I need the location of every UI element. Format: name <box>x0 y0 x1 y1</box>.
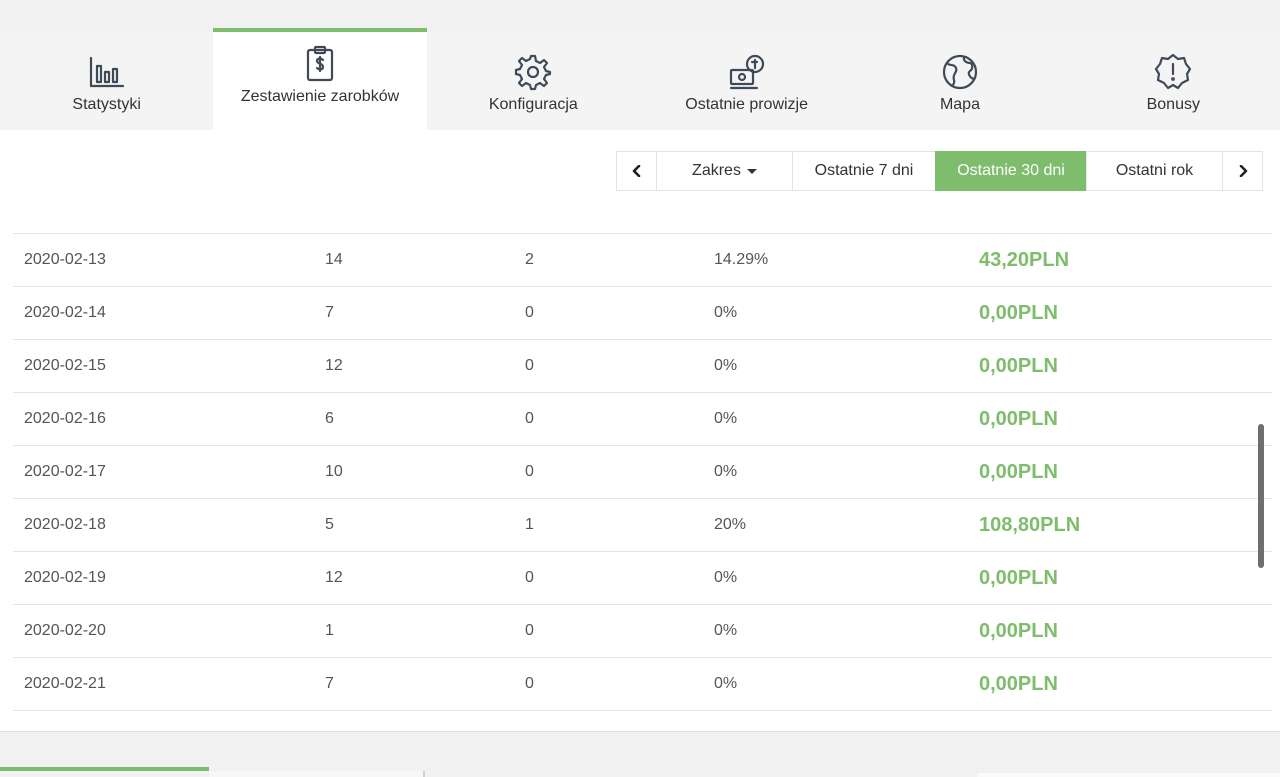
bottom-tab[interactable] <box>209 771 425 777</box>
count-cell: 0 <box>525 410 534 427</box>
caret-down-icon <box>746 168 757 174</box>
tab-label: Mapa <box>939 96 980 113</box>
date-cell: 2020-02-13 <box>24 251 106 268</box>
amount-cell: 0,00PLN <box>979 567 1058 589</box>
gear-icon <box>513 52 553 92</box>
amount-cell: 0,00PLN <box>979 673 1058 695</box>
count-cell: 0 <box>525 463 534 480</box>
date-cell: 2020-02-21 <box>24 675 106 692</box>
percent-cell: 0% <box>714 622 738 639</box>
cash-coins-icon <box>727 52 767 92</box>
table-row: 2020-02-17 10 0 0% 0,00PLN <box>13 446 1272 499</box>
tab-ostatnie-prowizje[interactable]: Ostatnie prowizje <box>640 33 853 130</box>
top-strip <box>0 0 1280 33</box>
count-cell: 7 <box>325 675 334 692</box>
tab-label: Konfiguracja <box>488 96 578 113</box>
bottom-panel <box>0 731 1280 777</box>
tab-zestawienie-zarobkow[interactable]: Zestawienie zarobków <box>213 28 427 130</box>
date-cell: 2020-02-15 <box>24 357 106 374</box>
percent-cell: 0% <box>714 410 738 427</box>
tab-label: Ostatnie prowizje <box>685 96 808 113</box>
date-cell: 2020-02-16 <box>24 410 106 427</box>
scrollbar-thumb[interactable] <box>1258 424 1264 568</box>
count-cell: 0 <box>525 304 534 321</box>
table-row: 2020-02-18 5 1 20% 108,80PLN <box>13 499 1272 552</box>
clipboard-dollar-icon <box>300 44 340 84</box>
table-row: 2020-02-14 7 0 0% 0,00PLN <box>13 287 1272 340</box>
percent-cell: 20% <box>714 516 747 533</box>
amount-cell: 108,80PLN <box>979 514 1081 536</box>
tab-label: Zestawienie zarobków <box>240 88 400 105</box>
chevron-right-icon <box>1239 165 1247 177</box>
table-row: 2020-02-21 7 0 0% 0,00PLN <box>13 658 1272 711</box>
zakres-label: Zakres <box>692 162 741 179</box>
badge-alert-icon <box>1153 52 1193 92</box>
table-row: 2020-02-13 14 2 14.29% 43,20PLN <box>13 234 1272 287</box>
count-cell: 2 <box>525 251 534 268</box>
tab-label: Bonusy <box>1146 96 1200 113</box>
bottom-active-tab-indicator <box>0 767 209 771</box>
amount-cell: 43,20PLN <box>979 249 1070 271</box>
count-cell: 5 <box>325 516 334 533</box>
table-row: 2020-02-15 12 0 0% 0,00PLN <box>13 340 1272 393</box>
percent-cell: 0% <box>714 569 738 586</box>
prev-button[interactable] <box>616 151 657 191</box>
date-cell: 2020-02-17 <box>24 463 106 480</box>
next-button[interactable] <box>1222 151 1263 191</box>
date-cell: 2020-02-20 <box>24 622 106 639</box>
last-year-button[interactable]: Ostatni rok <box>1086 151 1223 191</box>
count-cell: 0 <box>525 622 534 639</box>
bottom-tab[interactable] <box>977 773 1280 777</box>
chevron-left-icon <box>632 165 640 177</box>
count-cell: 7 <box>325 304 334 321</box>
count-cell: 0 <box>525 569 534 586</box>
main-tabs: Statystyki Zestawienie zarobków Konfigur… <box>0 28 1280 130</box>
date-cell: 2020-02-14 <box>24 304 106 321</box>
count-cell: 6 <box>325 410 334 427</box>
bar-chart-icon <box>87 52 127 92</box>
last-7-days-button[interactable]: Ostatnie 7 dni <box>792 151 936 191</box>
percent-cell: 0% <box>714 463 738 480</box>
date-range-selector: Zakres Ostatnie 7 dni Ostatnie 30 dni Os… <box>616 151 1263 191</box>
tab-mapa[interactable]: Mapa <box>853 33 1066 130</box>
amount-cell: 0,00PLN <box>979 461 1058 483</box>
date-cell: 2020-02-19 <box>24 569 106 586</box>
count-cell: 1 <box>525 516 534 533</box>
date-cell: 2020-02-18 <box>24 516 106 533</box>
amount-cell: 0,00PLN <box>979 355 1058 377</box>
percent-cell: 14.29% <box>714 251 769 268</box>
count-cell: 14 <box>325 251 343 268</box>
table-row: 2020-02-20 1 0 0% 0,00PLN <box>13 605 1272 658</box>
amount-cell: 0,00PLN <box>979 620 1058 642</box>
tab-konfiguracja[interactable]: Konfiguracja <box>427 33 640 130</box>
last-30-days-button[interactable]: Ostatnie 30 dni <box>935 151 1087 191</box>
count-cell: 12 <box>325 569 343 586</box>
table-row: 2020-02-16 6 0 0% 0,00PLN <box>13 393 1272 446</box>
tab-statystyki[interactable]: Statystyki <box>0 33 213 130</box>
tab-bonusy[interactable]: Bonusy <box>1067 33 1280 130</box>
count-cell: 12 <box>325 357 343 374</box>
amount-cell: 0,00PLN <box>979 408 1058 430</box>
zakres-dropdown[interactable]: Zakres <box>656 151 793 191</box>
count-cell: 1 <box>325 622 334 639</box>
globe-icon <box>940 52 980 92</box>
table-row: 2020-02-19 12 0 0% 0,00PLN <box>13 552 1272 605</box>
count-cell: 10 <box>325 463 343 480</box>
earnings-table: 2020-02-13 14 2 14.29% 43,20PLN 2020-02-… <box>13 233 1272 711</box>
percent-cell: 0% <box>714 304 738 321</box>
amount-cell: 0,00PLN <box>979 302 1058 324</box>
percent-cell: 0% <box>714 675 738 692</box>
percent-cell: 0% <box>714 357 738 374</box>
count-cell: 0 <box>525 675 534 692</box>
tab-label: Statystyki <box>72 96 141 113</box>
count-cell: 0 <box>525 357 534 374</box>
